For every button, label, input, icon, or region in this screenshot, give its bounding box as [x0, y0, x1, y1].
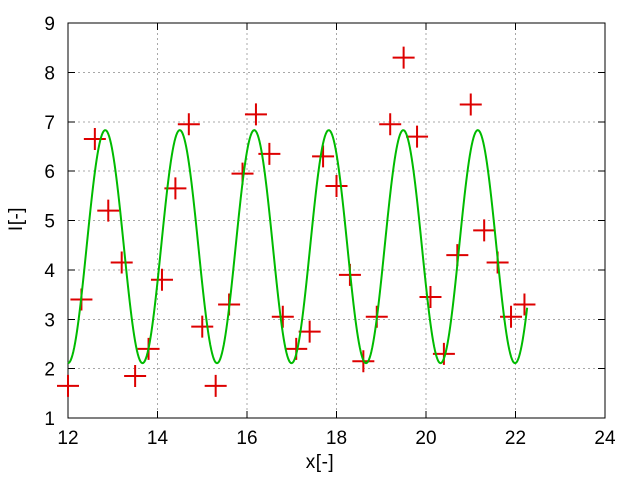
data-point-marker [177, 113, 200, 136]
x-tick-label: 12 [57, 428, 78, 449]
fit-curve [67, 129, 529, 365]
y-tick-label: 7 [44, 113, 55, 134]
data-point-marker [204, 374, 227, 397]
data-point-marker [124, 365, 147, 388]
y-tick-label: 1 [44, 409, 55, 430]
data-point-marker [473, 219, 496, 242]
x-tick-label: 24 [594, 428, 616, 449]
data-point-marker [419, 286, 442, 309]
data-point-marker [379, 113, 402, 136]
y-tick-label: 4 [44, 261, 55, 282]
plot-border [67, 22, 606, 419]
x-tick-label: 16 [236, 428, 257, 449]
y-axis-label: I[-] [6, 206, 27, 232]
data-point-marker [244, 103, 267, 126]
data-point-marker [513, 293, 536, 316]
y-tick-label: 2 [44, 360, 55, 381]
data-point-marker [57, 374, 79, 397]
data-point-marker [271, 305, 294, 328]
y-tick-label: 6 [44, 162, 55, 183]
x-tick-label: 18 [326, 428, 347, 449]
data-point-marker [191, 315, 214, 338]
data-point-marker [83, 128, 106, 151]
data-point-marker [406, 125, 429, 148]
y-tick-label: 9 [44, 14, 55, 35]
y-tick-label: 5 [44, 212, 55, 233]
x-tick-label: 20 [415, 428, 436, 449]
x-tick-label: 22 [505, 428, 526, 449]
x-axis-label: x[-] [305, 452, 335, 473]
data-point-marker [325, 174, 348, 197]
data-point-marker [97, 199, 120, 222]
data-point-marker [312, 145, 335, 168]
y-tick-label: 8 [44, 63, 55, 84]
data-point-marker [459, 93, 482, 116]
data-point-marker [150, 268, 173, 291]
data-point-marker [110, 251, 133, 274]
x-tick-label: 14 [147, 428, 169, 449]
data-point-marker [392, 46, 415, 69]
data-point-marker [298, 320, 321, 343]
y-tick-label: 3 [44, 310, 55, 331]
